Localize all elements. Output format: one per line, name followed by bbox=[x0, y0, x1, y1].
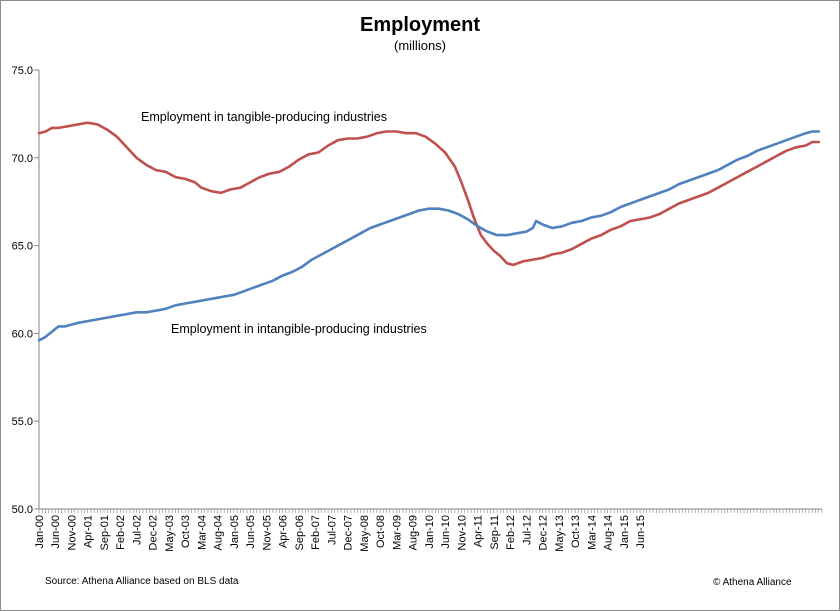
y-tick-label: 75.0 bbox=[12, 65, 33, 77]
x-tick-label: Jan-05 bbox=[229, 515, 241, 549]
x-tick-label: May-03 bbox=[164, 515, 176, 552]
x-tick-label: Dec-12 bbox=[538, 515, 550, 550]
x-tick-label: Apr-01 bbox=[83, 515, 95, 548]
x-tick-label: Jun-00 bbox=[50, 515, 62, 549]
x-tick-label: Jan-00 bbox=[34, 515, 46, 549]
x-tick-label: Oct-08 bbox=[375, 515, 387, 548]
x-tick-label: Apr-11 bbox=[473, 515, 485, 547]
x-tick-label: Aug-14 bbox=[603, 515, 615, 550]
chart-subtitle: (millions) bbox=[394, 38, 446, 53]
x-tick-label: May-13 bbox=[554, 515, 566, 552]
x-tick-label: Jul-12 bbox=[521, 515, 533, 545]
y-tick-label: 65.0 bbox=[12, 241, 33, 253]
x-tick-label: Sep-01 bbox=[99, 515, 111, 550]
x-tick-label: Jul-02 bbox=[131, 515, 143, 545]
x-tick-label: Mar-09 bbox=[391, 515, 403, 550]
x-tick-label: Feb-02 bbox=[115, 515, 127, 550]
x-tick-label: Jun-05 bbox=[245, 515, 257, 549]
x-tick-label: Dec-02 bbox=[148, 515, 160, 550]
y-tick-label: 55.0 bbox=[12, 416, 33, 428]
x-tick-label: Nov-00 bbox=[66, 515, 78, 550]
x-tick-label: Feb-07 bbox=[310, 515, 322, 550]
y-tick-label: 60.0 bbox=[12, 328, 33, 340]
x-tick-label: Jun-10 bbox=[440, 515, 452, 549]
x-tick-label: Jan-10 bbox=[424, 515, 436, 549]
annotation-intangible: Employment in intangible-producing indus… bbox=[171, 322, 427, 336]
source-note: Source: Athena Alliance based on BLS dat… bbox=[45, 576, 239, 587]
x-tick-label: Oct-13 bbox=[570, 515, 582, 548]
x-tick-label: Aug-04 bbox=[213, 515, 225, 550]
x-tick-label: Sep-11 bbox=[489, 515, 501, 550]
x-axis: Jan-00 Jun-00 Nov-00 Apr-01 Sep-01 Feb-02 Jul-… bbox=[34, 508, 823, 552]
y-tick-label: 70.0 bbox=[12, 153, 33, 165]
x-tick-label: Nov-05 bbox=[261, 515, 273, 550]
series-line-intangible bbox=[37, 130, 821, 342]
x-tick-label: Nov-10 bbox=[456, 515, 468, 550]
x-tick-label: Jan-15 bbox=[619, 515, 631, 549]
series-line-tangible bbox=[37, 121, 821, 267]
annotation-tangible: Employment in tangible-producing industr… bbox=[141, 110, 387, 124]
x-tick-label: Jul-07 bbox=[326, 515, 338, 545]
copyright-note: © Athena Alliance bbox=[713, 577, 792, 588]
x-tick-label: Jun-15 bbox=[635, 515, 647, 549]
x-tick-label: Aug-09 bbox=[408, 515, 420, 550]
chart-title: Employment bbox=[360, 14, 480, 36]
x-tick-label: Sep-06 bbox=[294, 515, 306, 550]
x-tick-label: May-08 bbox=[359, 515, 371, 552]
x-tick-label: Mar-04 bbox=[196, 515, 208, 550]
x-tick-label: Feb-12 bbox=[505, 515, 517, 550]
x-tick-label: Dec-07 bbox=[343, 515, 355, 550]
x-tick-label: Mar-14 bbox=[586, 515, 598, 550]
y-axis: 50.0 55.0 60.0 65.0 70.0 75.0 bbox=[12, 65, 40, 516]
series-layer bbox=[37, 121, 821, 342]
x-tick-label: Oct-03 bbox=[180, 515, 192, 548]
y-tick-label: 50.0 bbox=[12, 504, 33, 516]
x-tick-label: Apr-06 bbox=[278, 515, 290, 548]
